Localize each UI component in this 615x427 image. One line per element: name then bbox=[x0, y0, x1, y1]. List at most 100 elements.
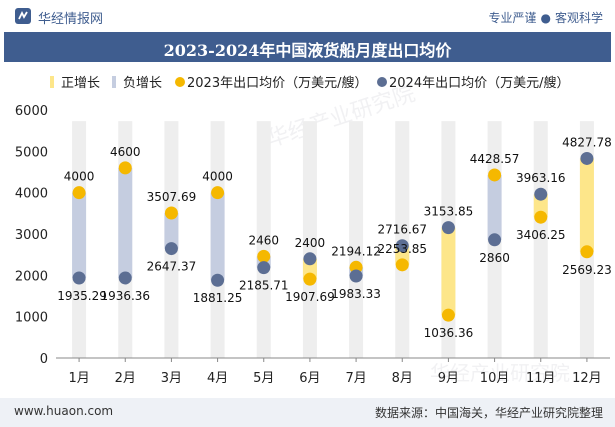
decrease-bar bbox=[118, 167, 133, 278]
point-2023 bbox=[580, 245, 594, 259]
tagline: 专业严谨 ● 客观科学 bbox=[488, 9, 603, 26]
point-2024 bbox=[488, 233, 502, 247]
y-tick-label: 3000 bbox=[15, 228, 48, 243]
legend-label-3: 2024年出口均价（万美元/艘） bbox=[389, 75, 569, 91]
data-label-2024: 1936.36 bbox=[100, 289, 150, 303]
legend-swatch-2 bbox=[175, 77, 185, 87]
watermark-text: 华经产业研究院 bbox=[264, 81, 418, 152]
x-tick-label: 5月 bbox=[253, 371, 274, 386]
data-label-2023: 1907.69 bbox=[285, 290, 335, 304]
footer-source: 数据来源：中国海关，华经产业研究院整理 bbox=[374, 406, 603, 420]
point-2024 bbox=[534, 187, 548, 201]
x-tick-label: 4月 bbox=[207, 371, 228, 386]
point-2023 bbox=[72, 186, 86, 200]
point-2023 bbox=[488, 168, 502, 182]
legend-label-2: 2023年出口均价（万美元/艘） bbox=[187, 75, 367, 91]
brand-name: 华经情报网 bbox=[38, 12, 104, 27]
point-2024 bbox=[72, 271, 86, 285]
decrease-bar bbox=[164, 213, 179, 249]
data-label-2024: 1983.33 bbox=[331, 287, 381, 301]
x-tick-label: 2月 bbox=[115, 371, 136, 386]
legend-label-0: 正增长 bbox=[61, 76, 100, 91]
data-label-2024: 1935.29 bbox=[57, 289, 107, 303]
y-tick-label: 5000 bbox=[15, 145, 48, 160]
x-tick-label: 9月 bbox=[438, 371, 459, 386]
background-bar bbox=[256, 121, 271, 358]
point-2024 bbox=[257, 261, 271, 275]
increase-bar bbox=[533, 194, 548, 218]
point-2024 bbox=[303, 252, 317, 266]
y-tick-label: 4000 bbox=[15, 187, 48, 202]
data-label-2023: 1036.36 bbox=[424, 326, 474, 340]
point-2024 bbox=[395, 239, 409, 253]
y-tick-label: 2000 bbox=[15, 269, 48, 284]
point-2023 bbox=[164, 206, 178, 220]
y-tick-label: 1000 bbox=[15, 311, 48, 326]
data-label-2024: 2647.37 bbox=[147, 260, 197, 274]
footer-website[interactable]: www.huaon.com bbox=[14, 404, 114, 418]
data-label-2024: 3963.16 bbox=[516, 171, 566, 185]
x-tick-label: 6月 bbox=[299, 371, 320, 386]
data-label-2023: 4428.57 bbox=[470, 152, 520, 166]
data-label-2024: 2400 bbox=[295, 236, 326, 250]
top-bar: 华经情报网 专业严谨 ● 客观科学 bbox=[0, 0, 615, 32]
watermark-text-2: 华经产业研究院 bbox=[430, 361, 570, 385]
x-tick-label: 7月 bbox=[345, 371, 366, 386]
decrease-bar bbox=[72, 192, 87, 279]
x-tick-label: 8月 bbox=[392, 371, 413, 386]
data-label-2023: 2253.85 bbox=[377, 242, 427, 256]
title-bar: 2023-2024年中国液货船月度出口均价 bbox=[4, 32, 611, 62]
point-2024 bbox=[349, 269, 363, 283]
increase-bar bbox=[441, 227, 456, 316]
chart-title: 2023-2024年中国液货船月度出口均价 bbox=[163, 41, 452, 60]
data-label-2024: 4827.78 bbox=[562, 135, 612, 149]
data-label-2023: 2460 bbox=[248, 233, 279, 247]
legend-swatch-1 bbox=[112, 76, 116, 88]
legend-label-1: 负增长 bbox=[123, 76, 162, 91]
x-tick-label: 1月 bbox=[68, 371, 89, 386]
point-2024 bbox=[580, 151, 594, 165]
x-tick-label: 12月 bbox=[572, 371, 602, 386]
data-label-2024: 2860 bbox=[479, 251, 510, 265]
point-2024 bbox=[118, 271, 132, 285]
data-label-2024: 3153.85 bbox=[424, 205, 474, 219]
tagline-separator: ● bbox=[540, 11, 551, 25]
background-bar bbox=[533, 121, 548, 358]
point-2024 bbox=[164, 242, 178, 256]
data-label-2023: 4600 bbox=[110, 145, 141, 159]
data-label-2024: 2185.71 bbox=[239, 279, 289, 293]
data-label-2023: 3406.25 bbox=[516, 228, 566, 242]
logo-icon bbox=[15, 8, 31, 24]
background-bar bbox=[349, 121, 364, 358]
data-label-2023: 2194.12 bbox=[331, 244, 381, 258]
point-2023 bbox=[257, 249, 271, 263]
data-label-2023: 4000 bbox=[202, 170, 233, 184]
data-label-2024: 1881.25 bbox=[193, 291, 243, 305]
tagline-left: 专业严谨 bbox=[488, 11, 537, 25]
tagline-right: 客观科学 bbox=[554, 11, 603, 25]
y-tick-label: 0 bbox=[40, 352, 48, 367]
y-tick-label: 6000 bbox=[15, 104, 48, 119]
legend-swatch-3 bbox=[377, 77, 387, 87]
data-label-2023: 3507.69 bbox=[147, 190, 197, 204]
data-label-2024: 2716.67 bbox=[377, 223, 427, 237]
background-bar bbox=[302, 121, 317, 358]
point-2023 bbox=[118, 161, 132, 175]
point-2023 bbox=[303, 272, 317, 286]
x-tick-label: 10月 bbox=[480, 371, 510, 386]
point-2023 bbox=[534, 210, 548, 224]
point-2024 bbox=[211, 273, 225, 287]
point-2023 bbox=[395, 258, 409, 272]
increase-bar bbox=[579, 158, 594, 252]
point-2023 bbox=[441, 308, 455, 322]
point-2024 bbox=[441, 221, 455, 235]
data-label-2023: 2569.23 bbox=[562, 263, 612, 277]
chart: 正增长 负增长 2023年出口均价（万美元/艘） 2024年出口均价（万美元/艘）华经… bbox=[15, 75, 612, 386]
x-tick-label: 11月 bbox=[526, 371, 556, 386]
decrease-bar bbox=[210, 192, 225, 281]
x-tick-label: 3月 bbox=[161, 371, 182, 386]
decrease-bar bbox=[487, 174, 502, 240]
point-2023 bbox=[211, 186, 225, 200]
data-label-2023: 4000 bbox=[64, 170, 95, 184]
